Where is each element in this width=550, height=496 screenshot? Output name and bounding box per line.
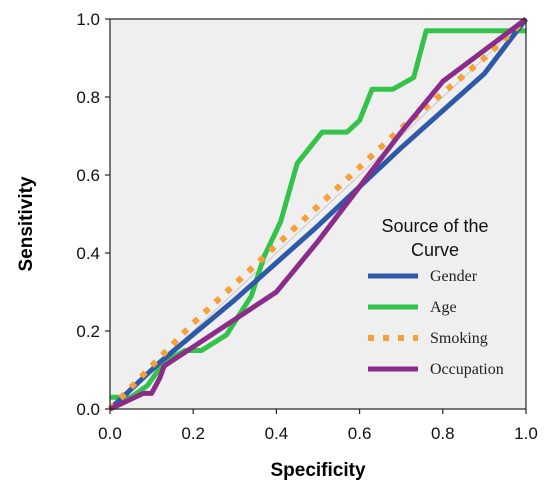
y-axis-title: Sensitivity [16,176,37,271]
x-axis: 0.0 0.2 0.4 0.6 0.8 1.0 [98,409,538,443]
x-tick-label: 0.4 [265,424,289,443]
x-tick-label: 0.6 [348,424,372,443]
x-tick-label: 1.0 [514,424,538,443]
legend-label-age: Age [430,299,457,316]
legend-label-occupation: Occupation [430,361,504,378]
legend-label-smoking: Smoking [430,330,488,347]
y-axis: 0.0 0.2 0.4 0.6 0.8 1.0 [76,10,110,419]
y-tick-label: 0.2 [76,322,100,341]
y-tick-label: 0.6 [76,166,100,185]
x-tick-label: 0.2 [181,424,205,443]
y-tick-label: 0.8 [76,88,100,107]
x-axis-title: Specificity [270,460,365,481]
x-tick-label: 0.8 [431,424,455,443]
y-tick-label: 0.4 [76,244,100,263]
legend-label-gender: Gender [430,268,478,285]
y-tick-label: 1.0 [76,10,100,29]
x-tick-label: 0.0 [98,424,122,443]
y-tick-label: 0.0 [76,400,100,419]
